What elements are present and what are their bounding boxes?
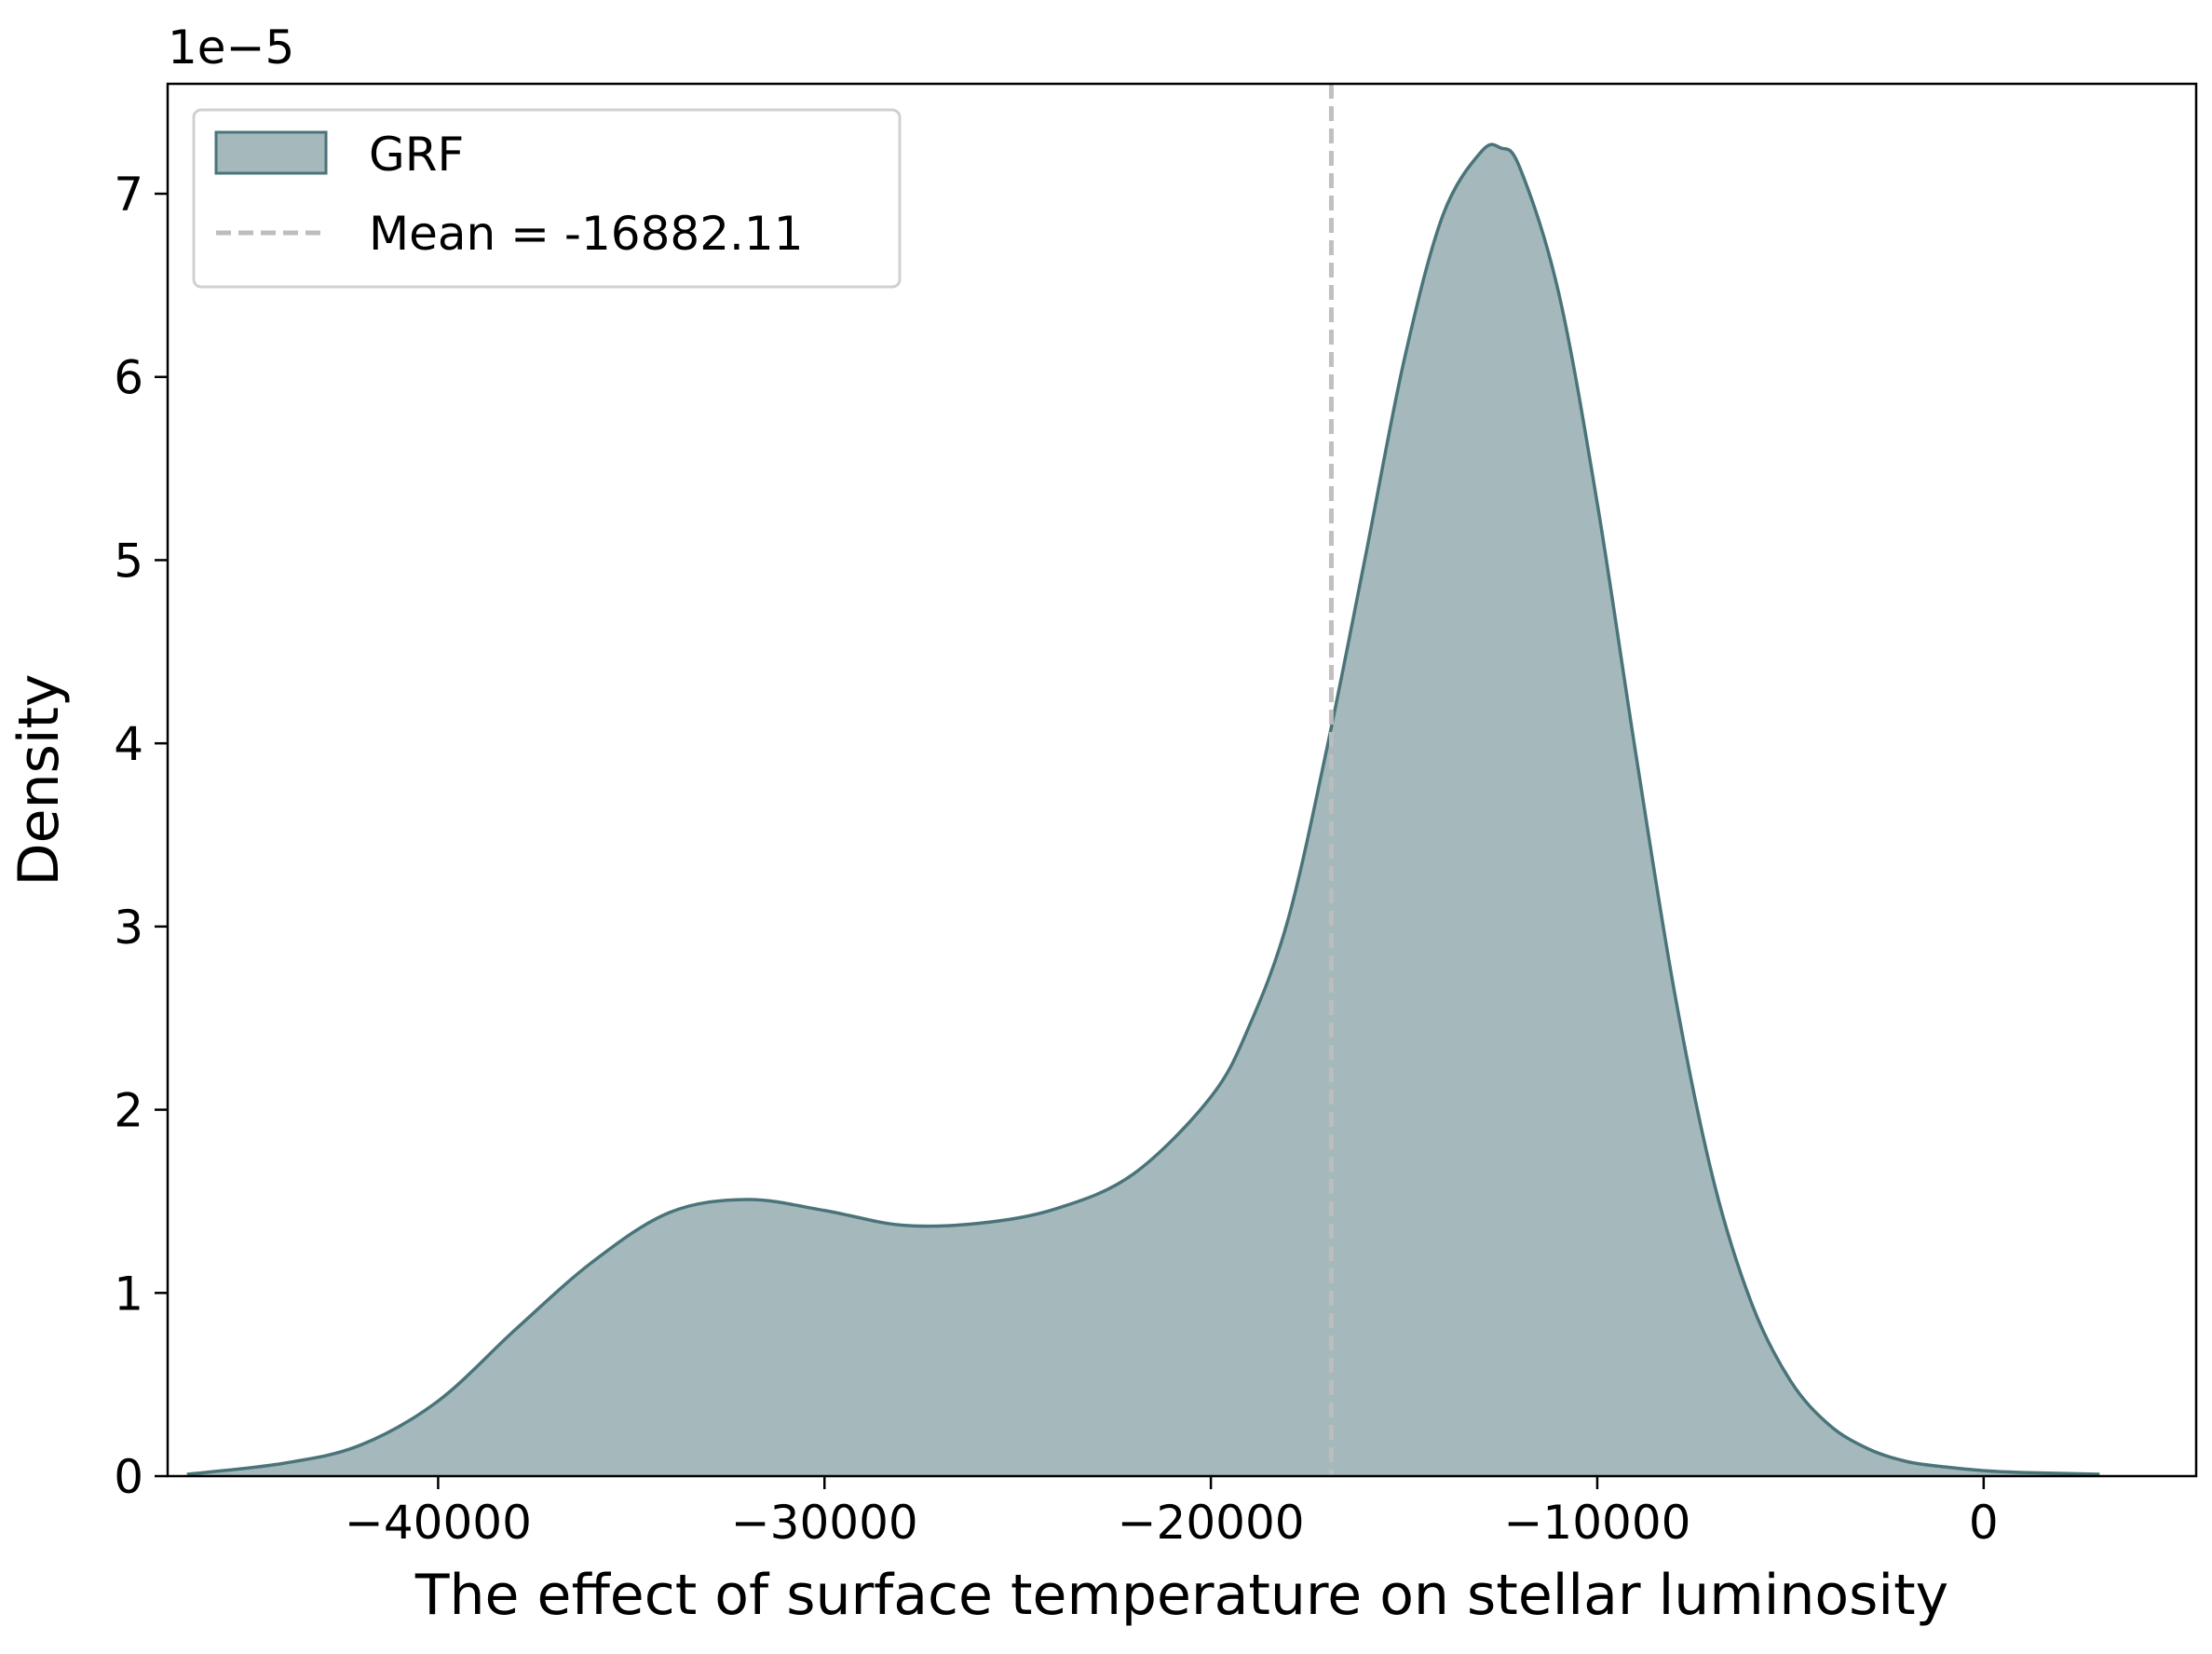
y-tick-label: 4	[114, 717, 143, 771]
x-tick-label: −30000	[731, 1496, 918, 1550]
x-axis: −40000 −30000 −20000 −10000 0	[345, 1476, 1999, 1550]
y-axis: 0 1 2 3 4 5 6 7	[114, 168, 168, 1504]
y-tick-label: 1	[114, 1267, 143, 1321]
y-tick-label: 3	[114, 901, 143, 955]
y-tick-label: 6	[114, 351, 143, 405]
y-tick-label: 7	[114, 168, 143, 222]
axes-frame	[166, 82, 2198, 1478]
series-grf-area	[186, 144, 2100, 1476]
x-axis-label: The effect of surface temperature on ste…	[414, 1563, 1948, 1628]
legend-box	[192, 108, 902, 289]
plot-area	[186, 84, 2100, 1476]
y-axis-label: Density	[7, 673, 72, 886]
legend: GRF Mean = -16882.11	[192, 108, 902, 289]
x-tick-label: −10000	[1503, 1496, 1690, 1550]
legend-swatch-grf	[214, 130, 328, 175]
x-tick-label: 0	[1969, 1496, 1999, 1550]
series-grf-line	[186, 142, 2100, 1476]
x-tick-label: −20000	[1118, 1496, 1305, 1550]
y-tick-label: 2	[114, 1084, 143, 1138]
y-axis-offset-label: 1e−5	[168, 20, 294, 75]
x-tick-label: −40000	[345, 1496, 532, 1550]
legend-label-mean: Mean = -16882.11	[369, 207, 804, 261]
legend-label-grf: GRF	[369, 128, 464, 182]
y-tick-label: 0	[114, 1450, 143, 1504]
y-tick-label: 5	[114, 534, 143, 588]
